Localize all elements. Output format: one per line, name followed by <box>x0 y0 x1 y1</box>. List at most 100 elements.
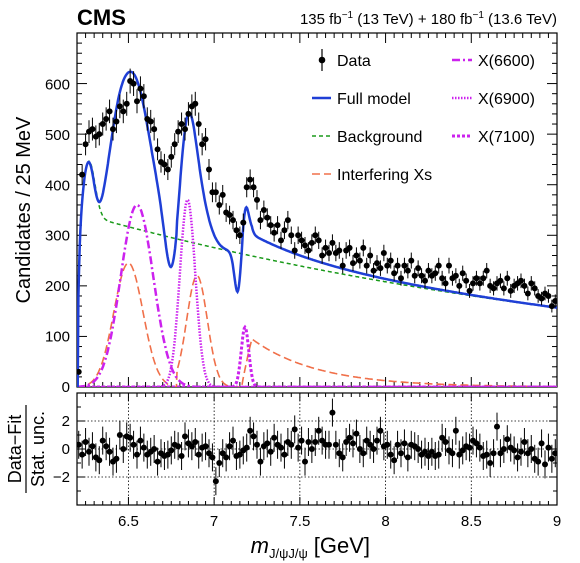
luminosity-label: 135 fb−1 (13 TeV) + 180 fb−1 (13.6 TeV) <box>300 10 557 28</box>
y-tick-0: 0 <box>62 379 70 396</box>
pull-point <box>77 441 82 448</box>
lumi-1: 135 fb <box>300 11 342 28</box>
y-tick-500: 500 <box>45 127 70 144</box>
data-point <box>164 166 171 173</box>
full-model-curve <box>77 70 557 387</box>
pull-point <box>151 446 158 452</box>
data-point <box>168 153 175 160</box>
data-point <box>398 275 404 282</box>
data-point <box>178 121 185 128</box>
data-point <box>96 131 103 138</box>
pull-point <box>178 453 185 459</box>
pull-point <box>106 448 113 455</box>
pull-point <box>343 439 350 445</box>
pull-point <box>360 450 367 457</box>
data-point <box>212 189 219 196</box>
pull-point <box>216 460 223 466</box>
data-point <box>521 282 528 289</box>
data-point <box>206 166 212 173</box>
data-point <box>137 85 144 92</box>
data-point <box>531 285 538 292</box>
data-point <box>240 219 247 226</box>
data-point <box>233 227 240 234</box>
data-point <box>356 257 363 264</box>
data-point <box>401 262 408 269</box>
x-tick-7: 7 <box>210 513 218 530</box>
pull-point <box>476 444 483 451</box>
pull-point <box>514 454 521 461</box>
data-point <box>363 262 370 269</box>
pull-point <box>130 441 137 448</box>
data-point <box>274 222 281 229</box>
data-point <box>281 227 288 234</box>
legend-full-model: Full model <box>312 91 411 108</box>
pull-point <box>483 451 490 458</box>
x-tick-7.5: 7.5 <box>289 513 310 530</box>
data-point <box>446 262 452 269</box>
pull-point <box>243 444 250 451</box>
pull-point <box>521 439 528 445</box>
background-curve <box>77 160 557 387</box>
pull-point <box>202 443 209 450</box>
data-point <box>500 285 507 292</box>
data-point <box>192 100 199 107</box>
x-axis-title: mJ/ψJ/ψ [GeV] <box>251 533 370 561</box>
main-axis-ticks <box>76 32 558 388</box>
pull-point <box>401 440 408 447</box>
pull-point <box>99 437 106 444</box>
pull-point <box>545 444 552 451</box>
x-tick-6.5: 6.5 <box>118 513 139 530</box>
pull-point <box>398 450 404 457</box>
pull-tick-0: 0 <box>62 441 70 458</box>
pull-point <box>223 454 230 461</box>
pull-point <box>367 441 374 448</box>
data-point <box>459 270 466 277</box>
pull-point <box>96 457 103 464</box>
pull-point <box>116 432 123 438</box>
data-point <box>497 277 504 284</box>
data-point <box>219 191 226 198</box>
pull-points <box>77 398 557 496</box>
x-tick-8.5: 8.5 <box>461 513 482 530</box>
pull-point <box>552 450 557 457</box>
data-point <box>387 257 394 264</box>
pull-point <box>278 444 284 451</box>
data-point <box>247 176 254 183</box>
legend-x6900-label: X(6900) <box>478 91 535 108</box>
legend-x6900: X(6900) <box>452 91 535 108</box>
pull-point <box>404 454 411 461</box>
data-point <box>322 244 329 251</box>
data-point <box>89 126 96 133</box>
pull-point <box>295 444 302 451</box>
pull-point <box>79 451 86 458</box>
lumi-2-energy: (13.6 TeV) <box>484 11 557 28</box>
data-point <box>291 247 298 254</box>
data-point <box>370 267 377 274</box>
pull-tick-minus2: −2 <box>53 469 70 486</box>
pull-point <box>254 441 260 448</box>
data-point <box>490 285 497 292</box>
pull-point <box>308 446 315 452</box>
pull-point <box>487 460 494 466</box>
data-point <box>199 141 206 148</box>
pull-point <box>219 450 226 457</box>
data-point <box>106 108 113 115</box>
data-point <box>312 232 319 239</box>
pull-point <box>439 434 446 441</box>
pull-point <box>113 455 120 462</box>
pull-point <box>422 448 428 455</box>
legend-x6600: X(6600) <box>452 53 535 70</box>
legend-background: Background <box>312 129 422 146</box>
data-point <box>380 249 387 256</box>
pull-title-num: Data−Fit <box>5 415 25 484</box>
legend-full-model-label: Full model <box>337 91 411 108</box>
y-tick-labels-main: 0 100 200 300 400 500 600 <box>45 77 70 397</box>
legend-background-label: Background <box>337 129 422 146</box>
legend-data-marker <box>318 56 326 64</box>
pull-point <box>350 440 356 447</box>
data-point <box>82 141 89 148</box>
pull-point <box>497 450 504 457</box>
data-point <box>257 217 264 224</box>
pull-point <box>428 448 435 455</box>
data-point <box>103 115 110 122</box>
